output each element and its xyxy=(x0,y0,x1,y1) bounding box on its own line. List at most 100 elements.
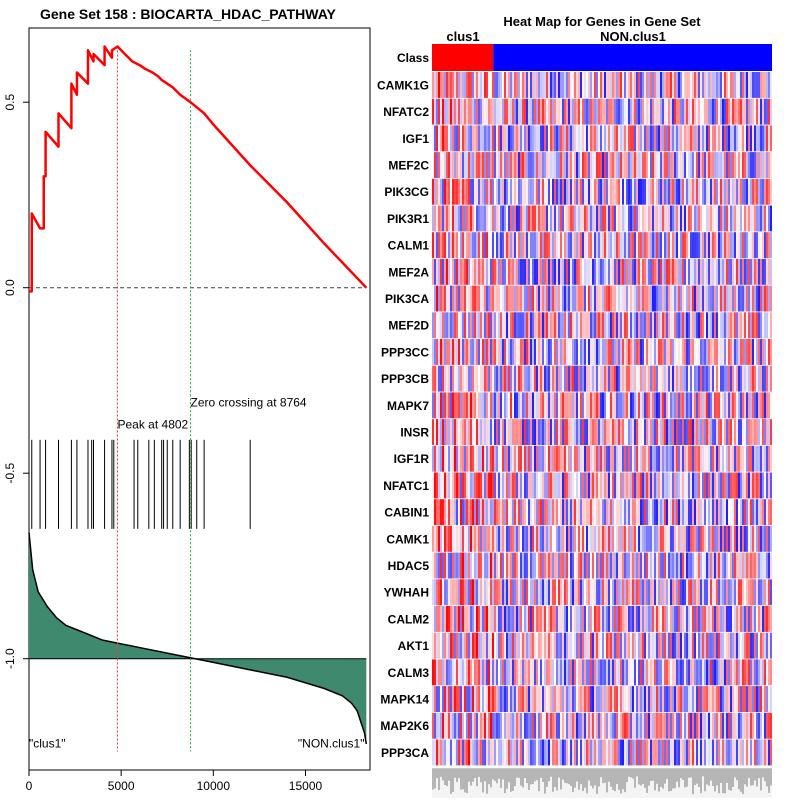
heatmap-cell xyxy=(504,232,507,259)
heatmap-cell xyxy=(730,339,733,365)
heatmap-row xyxy=(432,419,772,445)
heatmap-cell xyxy=(440,686,443,712)
heatmap-cell xyxy=(712,606,715,632)
heatmap-cell xyxy=(572,339,575,365)
heatmap-cell xyxy=(532,739,535,766)
heatmap-cell xyxy=(490,632,493,659)
heatmap-cell xyxy=(598,339,601,365)
heatmap-cell xyxy=(538,72,541,98)
heatmap-cell xyxy=(516,579,519,606)
heatmap-row xyxy=(432,232,772,259)
heatmap-cell xyxy=(578,686,581,712)
heatmap-cell xyxy=(524,739,527,766)
heatmap-cell xyxy=(700,258,703,285)
heatmap-cell xyxy=(492,472,495,499)
heatmap-cell xyxy=(478,125,481,152)
heatmap-cell xyxy=(644,579,647,606)
heatmap-cell xyxy=(688,525,691,552)
heatmap-cell xyxy=(542,606,545,632)
heatmap-cell xyxy=(526,178,529,205)
heatmap-cell xyxy=(718,258,721,285)
heatmap-cell xyxy=(608,579,611,606)
heatmap-cell xyxy=(584,739,587,766)
heatmap-cell xyxy=(616,392,619,419)
heatmap-cell xyxy=(770,312,772,339)
heatmap-cell xyxy=(556,472,559,499)
heatmap-cell xyxy=(736,499,739,526)
heatmap-cell xyxy=(582,312,585,339)
heatmap-cell xyxy=(706,712,709,739)
heatmap-cell xyxy=(496,285,499,312)
heatmap-cell xyxy=(464,392,467,419)
heatmap-cell xyxy=(660,98,663,125)
gene-label: AKT1 xyxy=(398,639,430,653)
heatmap-cell xyxy=(682,632,685,659)
heatmap-cell xyxy=(514,178,517,205)
heatmap-cell xyxy=(594,579,597,606)
heatmap-cell xyxy=(436,205,439,232)
heatmap-cell xyxy=(470,205,473,232)
heatmap-cell xyxy=(694,365,697,392)
heatmap-cell xyxy=(618,152,621,178)
heatmap-cell xyxy=(584,312,587,339)
heatmap-cell xyxy=(478,98,481,125)
heatmap-cell xyxy=(560,285,563,312)
heatmap-cell xyxy=(638,632,641,659)
heatmap-cell xyxy=(592,525,595,552)
heatmap-cell xyxy=(554,606,557,632)
heatmap-cell xyxy=(432,712,435,739)
heatmap-cell xyxy=(550,525,553,552)
heatmap-cell xyxy=(736,98,739,125)
heatmap-cell xyxy=(766,606,769,632)
heatmap-cell xyxy=(538,499,541,526)
heatmap-cell xyxy=(654,606,657,632)
heatmap-cell xyxy=(548,525,551,552)
heatmap-cell xyxy=(528,285,531,312)
gene-label: PPP3CC xyxy=(381,345,429,359)
heatmap-cell xyxy=(714,499,717,526)
heatmap-cell xyxy=(708,552,711,579)
heatmap-cell xyxy=(714,419,717,445)
heatmap-cell xyxy=(600,392,603,419)
heatmap-cell xyxy=(750,525,753,552)
heatmap-cell xyxy=(708,125,711,152)
heatmap-cell xyxy=(756,365,759,392)
heatmap-cell xyxy=(694,258,697,285)
heatmap-cell xyxy=(606,339,609,365)
heatmap-cell xyxy=(690,392,693,419)
heatmap-cell xyxy=(452,365,455,392)
heatmap-cell xyxy=(734,232,737,259)
heatmap-cell xyxy=(720,72,723,98)
heatmap-cell xyxy=(654,445,657,472)
heatmap-cell xyxy=(454,499,457,526)
heatmap-cell xyxy=(748,205,751,232)
heatmap-cell xyxy=(734,579,737,606)
heatmap-cell xyxy=(752,472,755,499)
heatmap-cell xyxy=(578,606,581,632)
heatmap-cell xyxy=(642,632,645,659)
heatmap-cell xyxy=(448,339,451,365)
heatmap-cell xyxy=(464,152,467,178)
heatmap-cell xyxy=(754,178,757,205)
heatmap-cell xyxy=(700,152,703,178)
heatmap-cell xyxy=(452,339,455,365)
heatmap-cell xyxy=(444,205,447,232)
heatmap-cell xyxy=(522,98,525,125)
heatmap-cell xyxy=(456,72,459,98)
heatmap-cell xyxy=(452,499,455,526)
heatmap-cell xyxy=(652,499,655,526)
heatmap-cell xyxy=(662,98,665,125)
heatmap-cell xyxy=(636,205,639,232)
heatmap-cell xyxy=(554,552,557,579)
heatmap-cell xyxy=(660,232,663,259)
heatmap-cell xyxy=(436,258,439,285)
heatmap-cell xyxy=(526,419,529,445)
heatmap-cell xyxy=(572,552,575,579)
heatmap-cell xyxy=(484,472,487,499)
heatmap-cell xyxy=(694,659,697,686)
heatmap-cell xyxy=(656,552,659,579)
heatmap-cell xyxy=(630,606,633,632)
heatmap-row xyxy=(432,499,772,526)
heatmap-cell xyxy=(700,178,703,205)
heatmap-cell xyxy=(582,205,585,232)
